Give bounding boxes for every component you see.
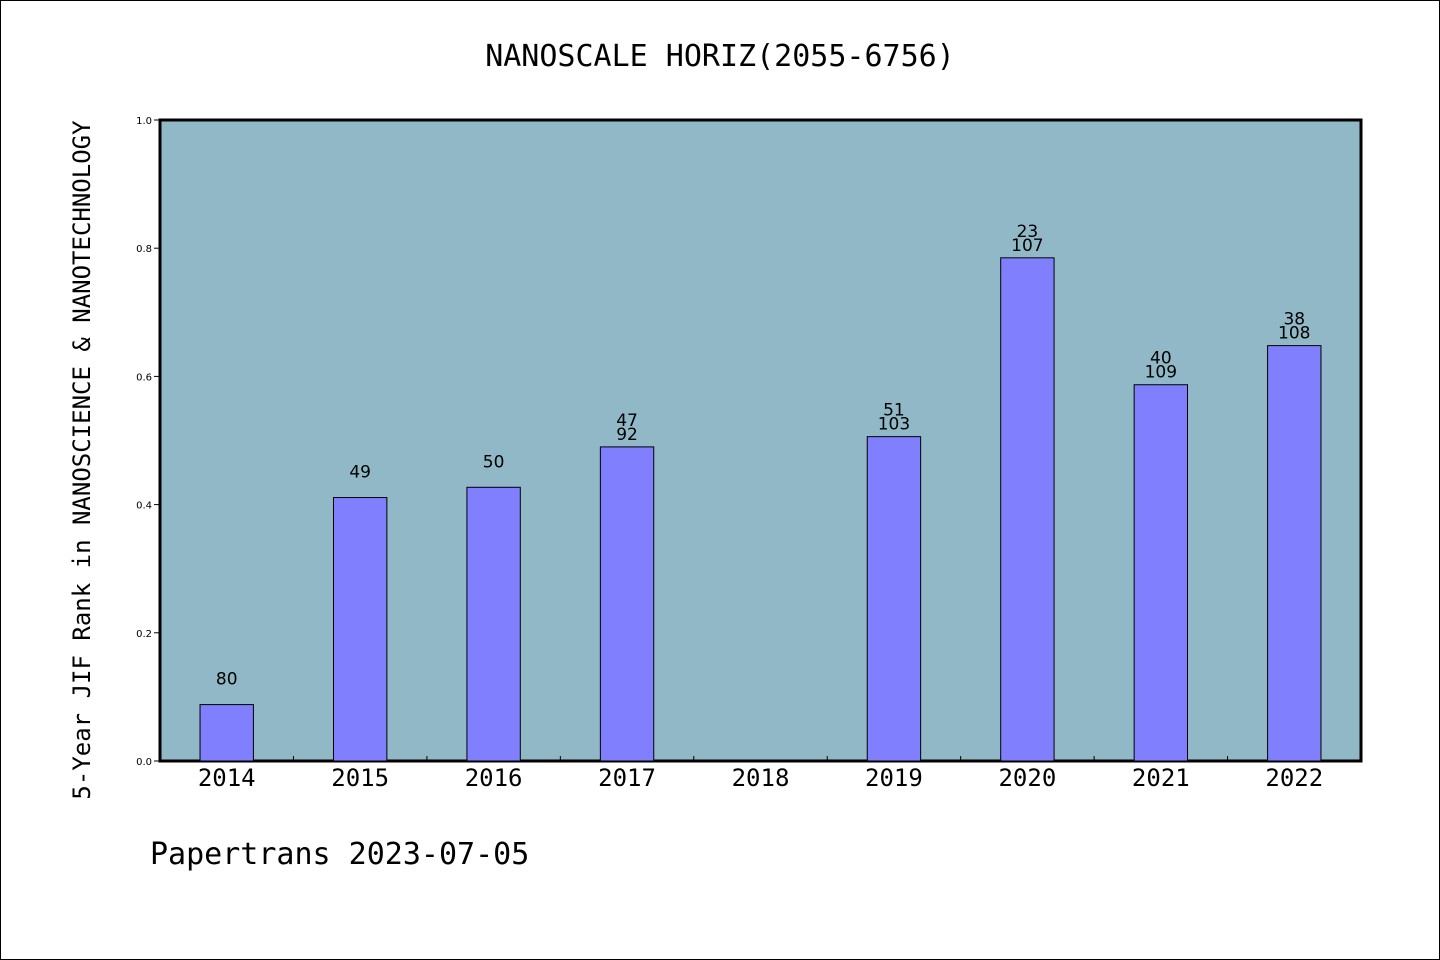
bar-total-label: 92 — [616, 425, 638, 445]
x-tick-label: 2016 — [465, 764, 523, 792]
bar-total-label: 103 — [878, 415, 910, 435]
bar-rank-label: 47 — [616, 411, 638, 431]
bar-total-label: 109 — [1145, 363, 1177, 383]
bar — [466, 486, 521, 762]
bar-value-label: 50 — [483, 452, 505, 472]
bar-total-label: 108 — [1278, 324, 1310, 344]
bar — [599, 446, 655, 762]
bar-total-label: 107 — [1011, 236, 1043, 256]
x-tick-label: 2018 — [732, 764, 790, 792]
bar-value-label: 49 — [349, 463, 371, 483]
bar-rank-label: 40 — [1150, 349, 1172, 369]
bar — [199, 704, 254, 762]
chart-title: NANOSCALE HORIZ(2055-6756) — [485, 39, 955, 74]
bar — [866, 436, 922, 762]
footer-text: Papertrans 2023-07-05 — [150, 837, 529, 872]
bar-value-label: 80 — [216, 670, 238, 690]
x-tick-label: 2022 — [1265, 764, 1323, 792]
bar — [1000, 257, 1055, 762]
x-tick-label: 2021 — [1132, 764, 1190, 792]
x-tick-label: 2017 — [598, 764, 656, 792]
y-axis-ticks: 0.0 0.2 0.4 0.6 0.8 1.0 — [136, 116, 160, 768]
bar — [332, 497, 388, 762]
bar — [1133, 384, 1189, 762]
y-tick-label: 0.6 — [136, 372, 152, 383]
y-axis-label: 5-Year JIF Rank in NANOSCIENCE & NANOTEC… — [68, 120, 96, 800]
bar — [1267, 345, 1322, 762]
bar-rank-label: 51 — [883, 401, 905, 421]
x-axis-ticks: 2014 2015 2016 2017 2018 2019 2020 2021 2022 — [198, 756, 1323, 792]
y-tick-label: 0.0 — [136, 757, 152, 768]
y-tick-label: 0.2 — [136, 629, 152, 640]
x-tick-label: 2020 — [998, 764, 1056, 792]
y-tick-label: 0.4 — [136, 501, 152, 512]
y-tick-label: 0.8 — [136, 244, 152, 255]
x-tick-label: 2015 — [331, 764, 389, 792]
bar-rank-label: 23 — [1017, 222, 1039, 242]
x-tick-label: 2014 — [198, 764, 256, 792]
y-tick-label: 1.0 — [136, 116, 152, 127]
x-tick-label: 2019 — [865, 764, 923, 792]
bar-rank-label: 38 — [1283, 310, 1305, 330]
